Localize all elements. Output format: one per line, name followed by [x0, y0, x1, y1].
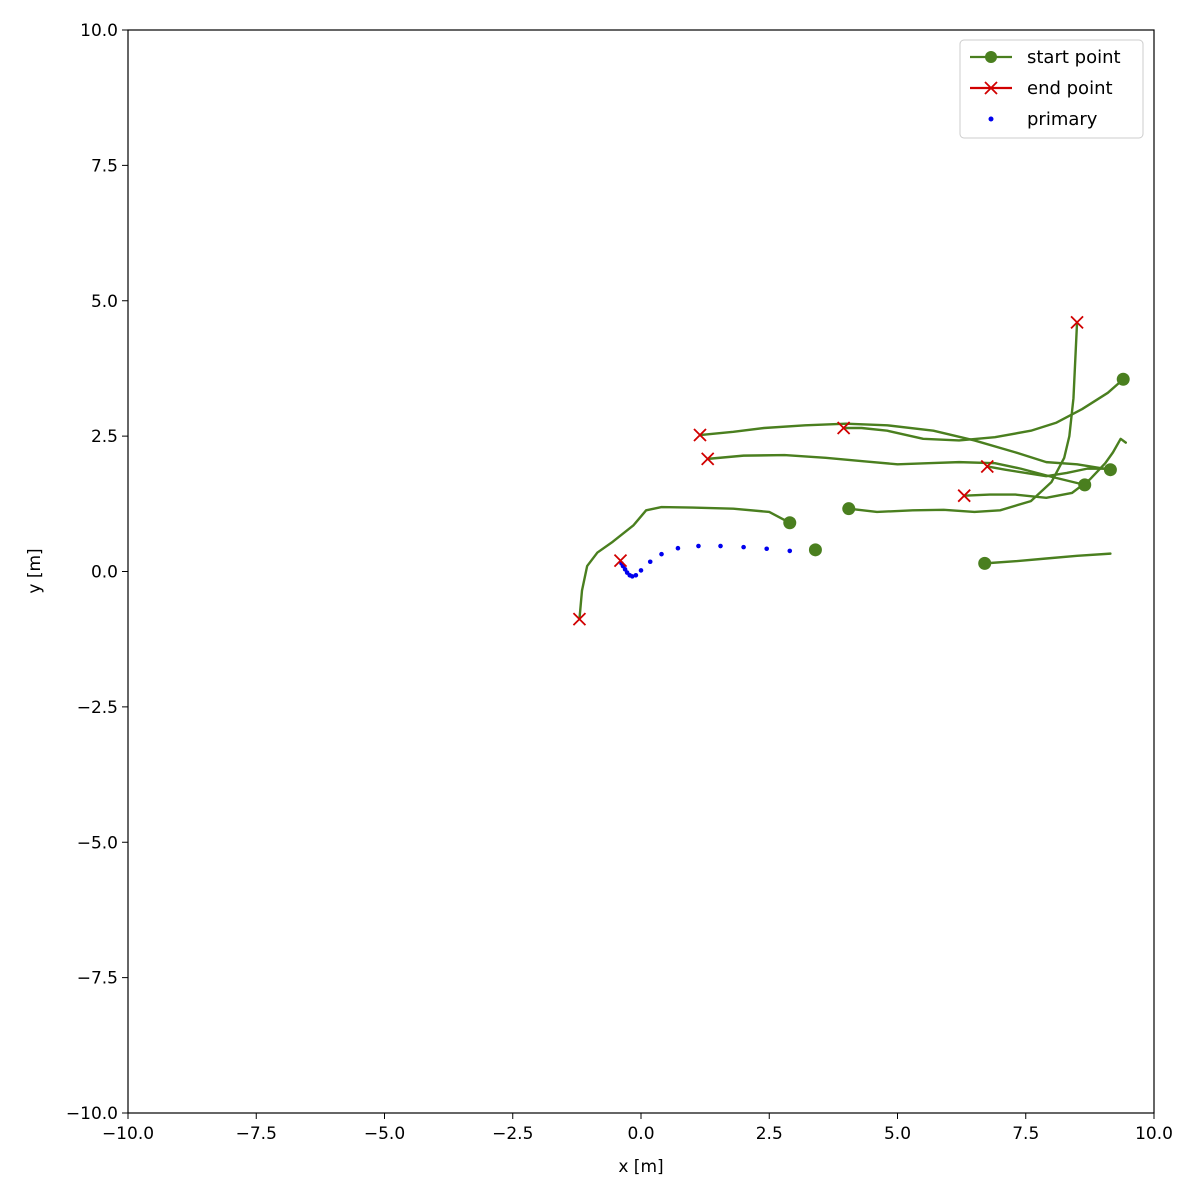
y-tick-label: 10.0: [80, 21, 118, 41]
start-point-marker: [842, 502, 856, 516]
y-tick-label: −5.0: [77, 833, 118, 853]
end-point-marker: [693, 428, 707, 442]
x-tick-label: 2.5: [756, 1124, 783, 1144]
y-tick-label: 2.5: [91, 427, 118, 447]
legend: start point end point primary: [959, 39, 1144, 139]
x-tick-label: 10.0: [1135, 1124, 1173, 1144]
trajectory-line: [842, 378, 1125, 442]
y-axis-label: y [m]: [25, 548, 45, 593]
primary-point: [638, 568, 644, 573]
trajectory-line: [847, 321, 1079, 514]
primary-point: [633, 572, 639, 578]
y-tick-label: 0.0: [91, 563, 118, 583]
primary-point: [675, 545, 681, 551]
axis-ticks: −10.0 −7.5 −5.0 −2.5 0.0 2.5 5.0 7.5 10.0 −10.0 −7…: [66, 21, 1173, 1144]
trajectory-markers: [572, 315, 1130, 626]
end-point-marker: [836, 421, 851, 435]
start-point-marker: [1116, 372, 1130, 386]
legend-entry-primary: primary: [988, 109, 1098, 130]
x-axis-label: x [m]: [618, 1157, 663, 1177]
legend-label-primary: primary: [1027, 109, 1098, 130]
legend-entry-end-point: end point: [970, 78, 1113, 99]
primary-point: [696, 543, 701, 549]
primary-point: [647, 559, 653, 565]
legend-frame: [959, 39, 1144, 139]
start-point-marker: [1078, 478, 1092, 492]
primary-point: [659, 551, 664, 557]
legend-end-marker: [984, 81, 998, 95]
primary-point: [718, 543, 723, 549]
trajectory-line: [983, 552, 1112, 565]
x-tick-label: 5.0: [884, 1124, 911, 1144]
end-point-marker: [1070, 315, 1084, 330]
primary-point: [787, 548, 793, 554]
trajectory-line: [706, 453, 1086, 487]
end-point-marker: [572, 612, 587, 626]
legend-label-start-point: start point: [1027, 47, 1121, 68]
x-tick-label: −2.5: [492, 1124, 533, 1144]
start-point-marker: [978, 556, 992, 570]
x-tick-label: −7.5: [236, 1124, 277, 1144]
y-tick-label: 7.5: [91, 156, 118, 176]
legend-start-marker: [985, 51, 997, 63]
x-tick-label: −10.0: [102, 1124, 154, 1144]
legend-label-end-point: end point: [1027, 78, 1113, 99]
end-point-marker: [957, 489, 971, 503]
x-tick-label: −5.0: [364, 1124, 405, 1144]
y-tick-label: −10.0: [66, 1104, 118, 1124]
end-point-marker: [613, 554, 628, 568]
start-point-marker: [808, 543, 822, 557]
y-tick-label: −2.5: [77, 698, 118, 718]
legend-primary-marker: [988, 116, 994, 122]
primary-point: [741, 544, 746, 550]
trajectory-line: [578, 505, 791, 621]
start-point-marker: [1103, 463, 1117, 477]
legend-entry-start-point: start point: [970, 47, 1121, 68]
x-tick-label: 0.0: [627, 1124, 654, 1144]
primary-point: [764, 546, 769, 552]
trajectory-lines: [578, 321, 1127, 621]
trajectory-line: [698, 422, 1112, 471]
plot-area: [572, 315, 1130, 626]
start-point-marker: [783, 516, 797, 530]
x-tick-label: 7.5: [1012, 1124, 1039, 1144]
end-point-marker: [980, 459, 994, 474]
trajectory-line: [986, 465, 1110, 478]
y-tick-label: −7.5: [77, 969, 118, 989]
end-point-marker: [701, 452, 715, 466]
y-tick-label: 5.0: [91, 292, 118, 312]
primary-points: [619, 543, 793, 579]
